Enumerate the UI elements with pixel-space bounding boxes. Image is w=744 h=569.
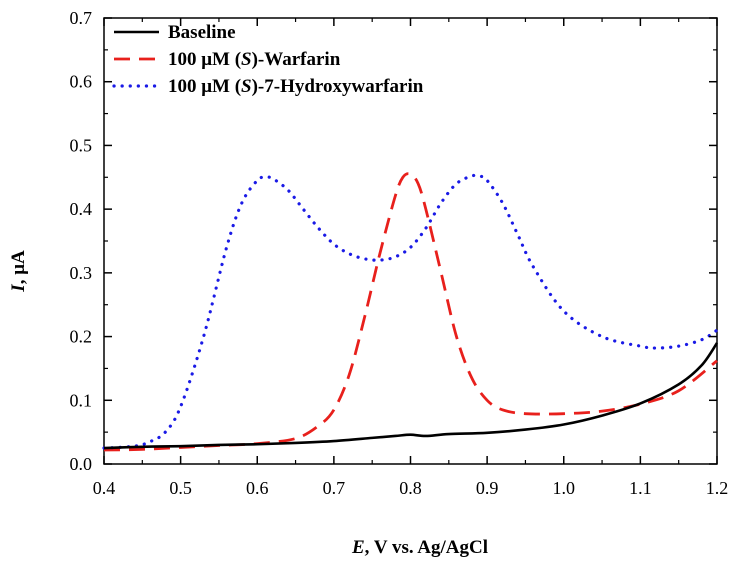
- x-tick-label: 1.0: [553, 478, 576, 498]
- series-line-dashed: [103, 172, 718, 452]
- ticks-layer: 0.4 0.5 0.6 0.7 0.8 0.9 1.0 1.1 1.2 0.0 0.1 0.2 0.3 0…: [70, 8, 729, 498]
- x-axis-title-italic: E: [351, 537, 365, 558]
- y-axis-title-rest: , μA: [8, 250, 29, 284]
- x-axis-title-rest: , V vs. Ag/AgCl: [365, 537, 488, 558]
- x-tick-label: 1.2: [706, 478, 729, 498]
- y-tick-label: 0.1: [70, 390, 93, 410]
- series-layer: [102, 172, 719, 452]
- y-tick-label: 0.3: [70, 263, 93, 283]
- x-tick-label: 0.9: [476, 478, 499, 498]
- legend-label: 100 μM (S)-Warfarin: [168, 49, 341, 70]
- legend-label-italic: S: [241, 76, 252, 97]
- legend-label-part: )-Warfarin: [252, 49, 341, 70]
- legend-label: 100 μM (S)-7-Hydroxywarfarin: [168, 76, 424, 97]
- series-line-dotted: [102, 173, 719, 450]
- x-tick-label: 0.8: [399, 478, 422, 498]
- legend-label-part: 100 μM (: [168, 49, 241, 70]
- y-tick-label: 0.4: [70, 199, 93, 219]
- legend-label-part: Baseline: [168, 22, 236, 43]
- y-tick-label: 0.7: [70, 8, 93, 28]
- x-tick-label: 0.6: [246, 478, 269, 498]
- x-tick-label: 0.5: [169, 478, 192, 498]
- y-tick-label: 0.5: [70, 135, 93, 155]
- legend-label: Baseline: [168, 22, 236, 43]
- legend-label-italic: S: [241, 49, 252, 70]
- y-axis-title-italic: I: [8, 284, 29, 293]
- series-line-solid: [103, 342, 719, 450]
- x-tick-label: 0.7: [323, 478, 346, 498]
- x-tick-label: 1.1: [629, 478, 652, 498]
- legend-label-part: 100 μM (: [168, 76, 241, 97]
- x-tick-label: 0.4: [93, 478, 116, 498]
- legend-label-part: )-7-Hydroxywarfarin: [252, 76, 424, 97]
- y-tick-label: 0.2: [70, 327, 93, 347]
- y-axis-title: I, μA: [8, 250, 29, 293]
- y-tick-label: 0.6: [70, 72, 93, 92]
- x-axis-title: E, V vs. Ag/AgCl: [351, 537, 488, 558]
- y-tick-label: 0.0: [70, 454, 93, 474]
